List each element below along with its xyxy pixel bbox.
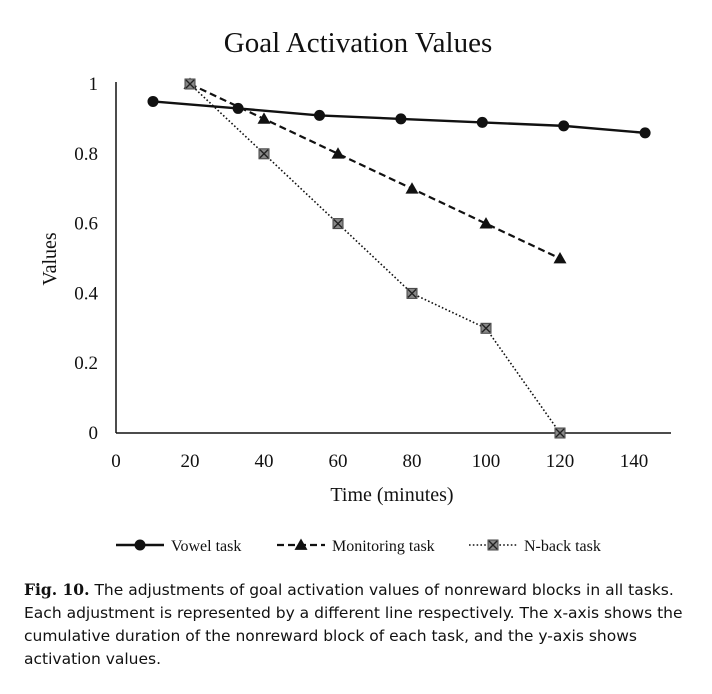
data-point-square — [258, 148, 270, 160]
data-point-circle — [314, 109, 325, 121]
x-tick-label: 20 — [181, 451, 200, 472]
x-tick-label: 100 — [472, 451, 501, 472]
legend-marker-circle — [134, 539, 146, 551]
data-point-square — [406, 287, 418, 299]
data-point-circle — [558, 120, 570, 132]
y-tick-label: 1 — [89, 74, 99, 95]
series-line-triangle — [189, 83, 561, 260]
data-point-square — [332, 218, 344, 230]
legend-marker-square — [487, 539, 499, 551]
x-axis-label: Time (minutes) — [330, 484, 453, 506]
x-tick-label: 120 — [546, 451, 575, 472]
y-tick-label: 0.4 — [74, 283, 98, 304]
series-line-square — [189, 83, 561, 434]
legend-label: Monitoring task — [332, 538, 435, 555]
caption-text: The adjustments of goal activation value… — [24, 581, 683, 668]
chart-title: Goal Activation Values — [224, 27, 492, 59]
x-tick-label: 140 — [620, 451, 649, 472]
goal-activation-chart: Goal Activation Values Values Time (minu… — [39, 27, 671, 555]
square-marker-cross — [333, 219, 343, 229]
x-tick-label: 80 — [403, 451, 422, 472]
x-tick-label: 60 — [329, 451, 348, 472]
y-tick-label: 0.2 — [74, 353, 98, 374]
data-point-circle — [476, 116, 488, 128]
square-marker-cross — [407, 288, 417, 298]
legend-label: N-back task — [524, 538, 601, 555]
caption-label: Fig. 10. — [24, 580, 90, 599]
x-tick-label: 0 — [111, 451, 121, 472]
data-point-triangle — [553, 252, 567, 264]
square-marker-cross — [481, 323, 491, 333]
data-point-triangle — [479, 217, 493, 229]
square-marker-cross — [488, 540, 498, 550]
data-point-triangle — [405, 182, 419, 194]
legend-marker-triangle — [294, 538, 308, 550]
data-point-circle — [147, 95, 159, 107]
data-point-circle — [395, 113, 407, 125]
data-point-circle — [639, 127, 651, 139]
square-marker-cross — [185, 79, 195, 89]
y-tick-label: 0.8 — [74, 144, 98, 165]
y-tick-label: 0.6 — [74, 214, 98, 235]
square-marker-cross — [555, 428, 565, 438]
data-point-triangle — [331, 147, 345, 159]
y-tick-label: 0 — [89, 423, 99, 444]
y-axis-label: Values — [39, 232, 61, 286]
data-point-square — [184, 78, 196, 90]
x-tick-label: 40 — [255, 451, 274, 472]
data-point-square — [554, 427, 566, 439]
square-marker-cross — [259, 149, 269, 159]
data-point-triangle — [257, 112, 271, 124]
data-point-square — [480, 322, 492, 334]
legend-label: Vowel task — [171, 538, 241, 555]
figure-caption: Fig. 10. The adjustments of goal activat… — [24, 578, 688, 671]
